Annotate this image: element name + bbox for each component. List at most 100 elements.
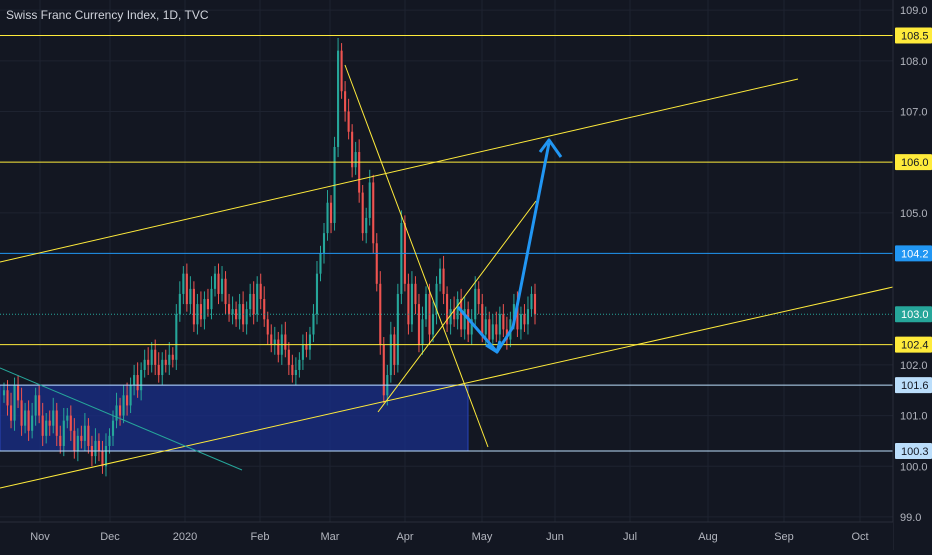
candle-body: [48, 420, 51, 426]
x-tick-label: Nov: [30, 531, 50, 543]
projection-path: [456, 142, 551, 354]
candle-body: [467, 309, 470, 335]
candle-body: [372, 182, 375, 244]
candle-body: [210, 288, 213, 310]
candle-body: [59, 435, 62, 446]
price-tag: [895, 245, 932, 262]
candle-body: [192, 288, 195, 325]
candle-body: [140, 369, 143, 391]
price-tag-label: 108.5: [901, 30, 929, 42]
candle-body: [168, 354, 171, 365]
y-tick-label: 102.0: [900, 360, 928, 372]
candle-body: [393, 334, 396, 365]
candle-body: [143, 359, 146, 370]
candle-body: [400, 222, 403, 294]
candle-body: [108, 435, 111, 446]
x-tick-label: Jul: [623, 531, 637, 543]
candle-body: [164, 359, 167, 365]
candle-body: [308, 334, 311, 350]
candle-body: [502, 314, 505, 330]
candle-body: [512, 304, 515, 320]
candle-body: [495, 324, 498, 335]
candle-body: [449, 309, 452, 325]
candle-body: [344, 91, 347, 112]
candle-body: [438, 268, 442, 284]
candle-body: [523, 314, 526, 325]
x-tick-label: Feb: [251, 531, 270, 543]
candle-body: [83, 425, 86, 441]
candle-body: [231, 309, 234, 315]
candle-body: [460, 299, 463, 330]
candle-body: [456, 299, 459, 320]
candle-body: [312, 314, 315, 335]
candle-body: [365, 217, 368, 234]
candle-body: [199, 304, 202, 320]
candle-body: [111, 420, 115, 436]
candle-body: [104, 445, 108, 467]
y-tick-label: 107.0: [900, 106, 928, 118]
candle-body: [52, 410, 55, 426]
candle-body: [519, 314, 522, 330]
candle-body: [442, 268, 445, 294]
price-tag-label: 100.3: [901, 446, 929, 458]
candle-body: [410, 283, 413, 325]
candle-body: [34, 395, 37, 416]
candle-body: [498, 314, 501, 335]
candle-body: [2, 390, 6, 396]
candle-body: [115, 405, 118, 421]
x-tick-label: Mar: [321, 531, 340, 543]
candle-body: [224, 278, 227, 305]
candle-body: [368, 182, 371, 218]
price-tag: [895, 306, 932, 323]
y-tick-label: 101.0: [900, 411, 928, 423]
candle-body: [347, 111, 350, 132]
candle-body: [189, 288, 192, 305]
candle-body: [481, 304, 484, 335]
x-tick-label: Oct: [851, 531, 868, 543]
upper-channel-line: [0, 78, 799, 263]
candle-body: [220, 278, 224, 294]
candle-body: [13, 385, 16, 421]
candle-body: [73, 430, 76, 452]
candle-body: [213, 273, 217, 289]
candle-body: [62, 420, 65, 446]
candle-body: [337, 50, 340, 147]
candle-body: [491, 324, 494, 340]
projection-arrowhead: [538, 138, 563, 158]
candle-body: [20, 400, 23, 426]
candle-body: [516, 304, 519, 330]
candle-body: [41, 415, 44, 436]
candle-body: [245, 309, 248, 325]
candle-body: [277, 339, 280, 355]
candle-body: [470, 319, 473, 335]
candle-body: [291, 364, 294, 376]
candle-body: [533, 293, 537, 315]
x-tick-label: Dec: [100, 531, 120, 543]
candle-body: [6, 390, 9, 406]
candle-body: [69, 415, 72, 431]
x-tick-label: Sep: [774, 531, 794, 543]
candle-body: [150, 349, 153, 365]
downtrend-line: [344, 64, 489, 448]
candle-body: [185, 273, 188, 305]
candle-body: [375, 243, 378, 284]
candle-body: [340, 50, 343, 92]
candle-body: [270, 334, 273, 345]
candle-body: [488, 319, 491, 340]
candle-body: [175, 314, 178, 360]
candle-body: [252, 293, 255, 315]
candle-body: [263, 299, 266, 320]
candle-body: [97, 440, 101, 452]
candle-body: [477, 288, 480, 305]
candle-body: [526, 309, 530, 325]
candle-body: [17, 385, 20, 401]
candle-body: [157, 364, 160, 376]
candle-body: [284, 334, 287, 350]
candle-body: [24, 410, 27, 426]
candle-body: [94, 440, 97, 457]
y-tick-label: 108.0: [900, 56, 928, 68]
candle-body: [414, 283, 417, 305]
candle-body: [228, 304, 231, 315]
